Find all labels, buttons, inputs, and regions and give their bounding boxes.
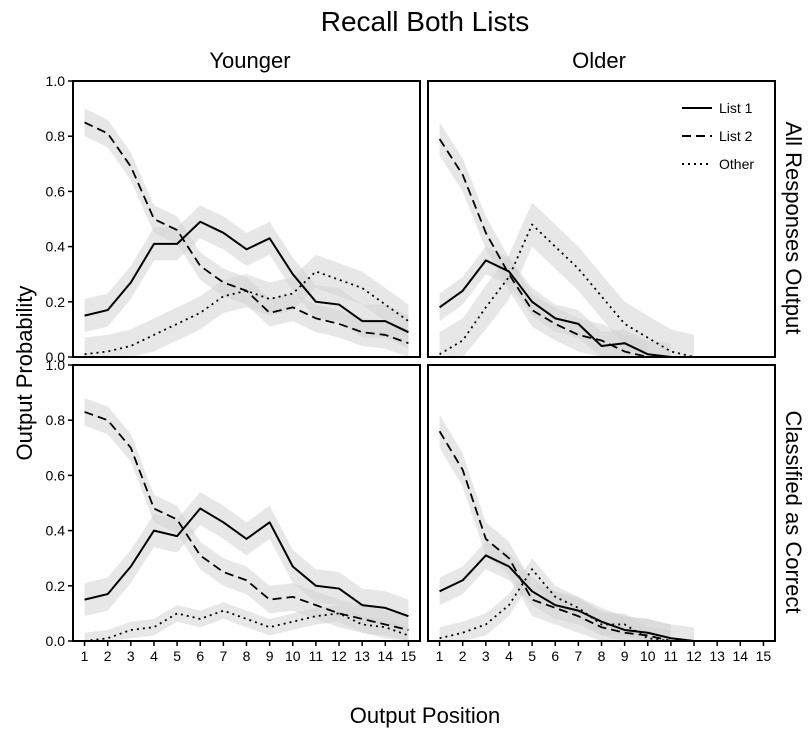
y-tick-label: 0.4 (46, 239, 66, 255)
row-label-classified-correct: Classified as Correct (781, 411, 806, 614)
series-line-list-1 (439, 554, 695, 641)
series-line-list-2 (84, 121, 409, 345)
band-list-2 (84, 398, 409, 641)
x-tick-label: 6 (196, 648, 204, 664)
series-line-other (84, 270, 409, 356)
legend: List 1 List 2 Other (682, 100, 754, 172)
y-tick-label: 0.6 (46, 467, 66, 483)
panel-all-responses-output-younger: 0.0 0.2 0.4 0.6 0.8 1.0 (46, 73, 421, 365)
series-line-list-1 (84, 220, 409, 334)
x-tick-label: 13 (354, 648, 370, 664)
legend-item-list-2: List 2 (682, 128, 753, 144)
x-tick-label: 1 (81, 648, 89, 664)
legend-item-other: Other (682, 156, 754, 172)
x-tick-label: 12 (686, 648, 702, 664)
series-line-other (439, 568, 672, 641)
panel-classified-as-correct-older: 1 2 3 4 5 6 7 8 9 10 11 12 13 14 15 (427, 364, 776, 664)
x-tick-label: 1 (436, 648, 444, 664)
x-axis-label: Output Position (350, 703, 500, 728)
series-line-list-2 (438, 430, 672, 641)
bands (84, 108, 409, 357)
y-tick-label: 0.8 (46, 128, 66, 144)
x-tick-label: 14 (378, 648, 394, 664)
band-other (84, 254, 409, 357)
series-lines (84, 121, 409, 356)
x-tick-label: 13 (709, 648, 725, 664)
y-tick-label: 0.8 (46, 412, 66, 428)
panel-frame (72, 80, 421, 358)
x-tick-label: 2 (104, 648, 112, 664)
x-tick-label: 3 (127, 648, 135, 664)
y-tick-label: 0.6 (46, 183, 66, 199)
x-tick-label: 10 (285, 648, 301, 664)
y-tick-label: 0.4 (46, 523, 66, 539)
series-line-list-2 (84, 411, 409, 631)
x-tick-label: 5 (173, 648, 181, 664)
bands (84, 398, 409, 641)
x-tick-label: 15 (756, 648, 772, 664)
row-label-all-responses: All Responses Output (781, 122, 806, 335)
legend-label: List 2 (719, 128, 753, 144)
x-tick-label: 8 (243, 648, 251, 664)
x-tick-label: 12 (331, 648, 347, 664)
x-tick-label: 8 (598, 648, 606, 664)
x-tick-label: 4 (505, 648, 513, 664)
x-tick-label: 7 (574, 648, 582, 664)
series-line-list-1 (84, 507, 409, 618)
x-tick-label: 3 (482, 648, 490, 664)
y-tick-label: 0.0 (46, 349, 66, 365)
series-line-other (439, 223, 695, 357)
y-tick-label: 1.0 (46, 357, 66, 373)
band-other (439, 202, 695, 357)
panel-classified-as-correct-younger: 0.00.20.40.60.81.01 2 3 4 5 6 7 8 9 10 11 12 13 14 15 (46, 357, 421, 664)
y-tick-label: 1.0 (46, 73, 66, 89)
x-tick-label: 2 (459, 648, 467, 664)
x-tick-label: 5 (528, 648, 536, 664)
band-list-2 (84, 108, 409, 357)
x-tick-label: 4 (150, 648, 158, 664)
x-tick-label: 11 (664, 648, 679, 664)
y-tick-label: 0.2 (46, 578, 66, 594)
x-tick-label: 10 (640, 648, 656, 664)
panels-layer: 0.00.20.40.60.81.00.00.20.40.60.81.01 2 3 4… (46, 73, 776, 664)
chart-title: Recall Both Lists (321, 6, 530, 37)
panel-frame (427, 80, 776, 358)
y-tick-label: 0.0 (46, 633, 66, 649)
x-tick-label: 9 (621, 648, 629, 664)
legend-item-list-1: List 1 (682, 100, 753, 116)
series-line-list-2 (438, 138, 648, 357)
y-axis-label: Output Probability (12, 286, 37, 461)
x-tick-label: 14 (733, 648, 749, 664)
series-lines (438, 430, 695, 641)
legend-label: List 1 (719, 100, 753, 116)
y-tick-label: 0.2 (46, 294, 66, 310)
x-tick-label: 11 (309, 648, 324, 664)
series-lines (438, 138, 695, 357)
panel-frame (427, 364, 776, 642)
x-tick-label: 6 (551, 648, 559, 664)
band-other (439, 558, 671, 641)
column-label-younger: Younger (209, 48, 290, 73)
legend-label: Other (719, 156, 754, 172)
panel-all-responses-output-older (427, 80, 776, 358)
x-tick-label: 9 (266, 648, 274, 664)
series-line-other (84, 609, 409, 641)
series-line-list-1 (438, 259, 672, 357)
column-label-older: Older (572, 48, 626, 73)
series-lines (84, 411, 409, 641)
band-other (84, 602, 409, 641)
x-tick-label: 15 (401, 648, 417, 664)
x-tick-label: 7 (219, 648, 227, 664)
